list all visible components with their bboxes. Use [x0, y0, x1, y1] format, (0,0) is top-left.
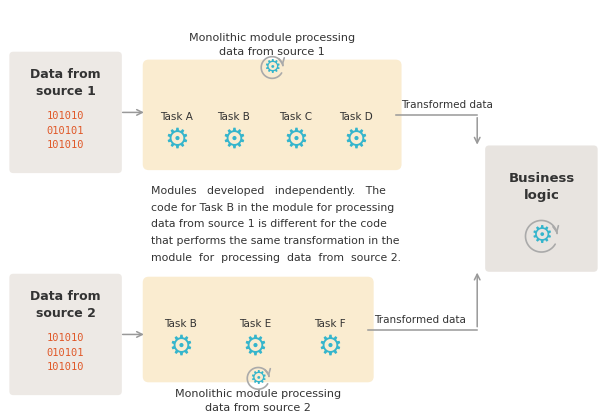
Text: Task B: Task B [164, 319, 197, 329]
Text: 101010
010101
101010: 101010 010101 101010 [47, 111, 84, 151]
Text: ⚙: ⚙ [168, 333, 193, 361]
Text: Task C: Task C [279, 112, 313, 122]
Text: code for Task B in the module for processing: code for Task B in the module for proces… [151, 203, 394, 213]
Text: ⚙: ⚙ [249, 369, 267, 388]
Text: Task A: Task A [160, 112, 193, 122]
Text: module  for  processing  data  from  source 2.: module for processing data from source 2… [151, 253, 401, 263]
Text: ⚙: ⚙ [221, 126, 246, 154]
Text: Data from
source 1: Data from source 1 [30, 68, 101, 98]
Text: Task F: Task F [314, 319, 346, 329]
Text: data from source 1: data from source 1 [219, 47, 325, 57]
Text: ⚙: ⚙ [344, 126, 368, 154]
Text: Task D: Task D [339, 112, 373, 122]
Text: Monolithic module processing: Monolithic module processing [189, 33, 355, 43]
FancyBboxPatch shape [9, 52, 122, 173]
Text: ⚙: ⚙ [164, 126, 189, 154]
Text: data from source 2: data from source 2 [205, 403, 311, 413]
Text: Transformed data: Transformed data [402, 100, 493, 110]
Text: 101010
010101
101010: 101010 010101 101010 [47, 333, 84, 373]
Text: Business
logic: Business logic [508, 172, 575, 202]
Text: Data from
source 2: Data from source 2 [30, 290, 101, 320]
Text: ⚙: ⚙ [283, 126, 308, 154]
Text: ⚙: ⚙ [317, 333, 342, 361]
Text: that performs the same transformation in the: that performs the same transformation in… [151, 236, 399, 246]
Text: ⚙: ⚙ [243, 333, 268, 361]
FancyBboxPatch shape [485, 146, 598, 272]
Text: Task E: Task E [239, 319, 271, 329]
Text: ⚙: ⚙ [263, 58, 281, 77]
Text: ⚙: ⚙ [531, 224, 552, 248]
FancyBboxPatch shape [9, 274, 122, 395]
FancyBboxPatch shape [143, 277, 374, 382]
Text: Task B: Task B [217, 112, 249, 122]
Text: Transformed data: Transformed data [374, 315, 466, 325]
Text: Monolithic module processing: Monolithic module processing [175, 389, 341, 399]
Text: Modules   developed   independently.   The: Modules developed independently. The [151, 186, 385, 196]
Text: data from source 1 is different for the code: data from source 1 is different for the … [151, 220, 387, 229]
FancyBboxPatch shape [143, 60, 402, 170]
